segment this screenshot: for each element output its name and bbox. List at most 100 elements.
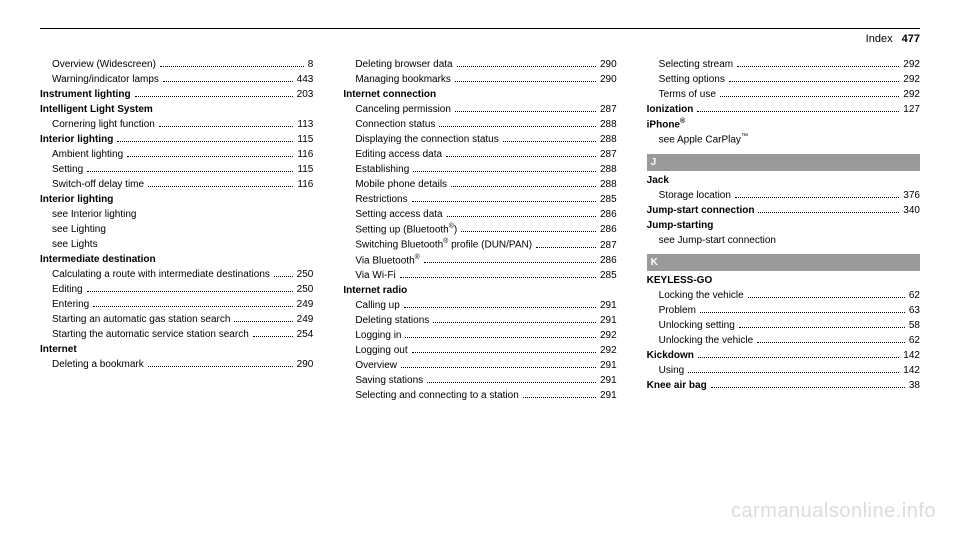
leader-dots xyxy=(739,327,905,328)
leader-dots xyxy=(446,156,596,157)
index-entry-sub: Deleting stations291 xyxy=(343,313,616,328)
index-entry-page: 127 xyxy=(903,102,920,117)
leader-dots xyxy=(697,111,899,112)
index-entry-page: 287 xyxy=(600,147,617,162)
index-entry-page: 285 xyxy=(600,192,617,207)
index-entry-page: 249 xyxy=(297,312,314,327)
index-entry-label: Starting an automatic gas station search xyxy=(52,312,230,327)
index-entry-label: Saving stations xyxy=(355,373,423,388)
index-page: Index 477 Overview (Widescreen)8Warning/… xyxy=(0,0,960,533)
leader-dots xyxy=(93,306,292,307)
index-entry-sub: Selecting and connecting to a station 291 xyxy=(343,388,616,403)
index-entry-label: Switching Bluetooth® profile (DUN/PAN) xyxy=(355,237,532,252)
index-entry-sub: Setting access data286 xyxy=(343,207,616,222)
page-header: Index 477 xyxy=(40,28,920,57)
index-see-reference: see Interior lighting xyxy=(40,207,313,222)
index-entry-page: 290 xyxy=(600,57,617,72)
index-entry-label: Overview xyxy=(355,358,397,373)
index-entry-page: 290 xyxy=(600,72,617,87)
index-entry-label: Internet radio xyxy=(343,283,407,298)
watermark: carmanualsonline.info xyxy=(731,500,936,523)
index-entry-label: Deleting stations xyxy=(355,313,429,328)
index-entry-page: 250 xyxy=(297,267,314,282)
column-2: Deleting browser data290Managing bookmar… xyxy=(343,57,616,403)
index-entry-sub: Locking the vehicle62 xyxy=(647,288,920,303)
index-entry-sub: Cornering light function113 xyxy=(40,117,313,132)
leader-dots xyxy=(503,141,596,142)
index-entry-sub: Deleting browser data290 xyxy=(343,57,616,72)
index-see-reference: see Lights xyxy=(40,237,313,252)
index-entry-page: 292 xyxy=(600,328,617,343)
index-entry-sub: Using142 xyxy=(647,363,920,378)
index-entry-page: 62 xyxy=(909,333,920,348)
index-entry-label: Overview (Widescreen) xyxy=(52,57,156,72)
index-entry-page: 291 xyxy=(600,373,617,388)
index-entry-label: Setting access data xyxy=(355,207,442,222)
index-entry-page: 287 xyxy=(600,238,617,253)
index-entry-label: Setting options xyxy=(659,72,725,87)
index-entry-page: 292 xyxy=(903,72,920,87)
index-entry-sub: Saving stations 291 xyxy=(343,373,616,388)
index-entry-page: 115 xyxy=(297,132,313,147)
leader-dots xyxy=(87,171,293,172)
index-entry-label: Entering xyxy=(52,297,89,312)
leader-dots xyxy=(451,186,596,187)
index-entry-label: Calling up xyxy=(355,298,399,313)
index-entry-heading: Jump-starting xyxy=(647,218,920,233)
leader-dots xyxy=(253,336,293,337)
index-entry-label: Managing bookmarks xyxy=(355,72,451,87)
index-entry-sub: Calculating a route with intermediate de… xyxy=(40,267,313,282)
index-entry-label: Instrument lighting xyxy=(40,87,131,102)
index-entry-label: Canceling permission xyxy=(355,102,451,117)
leader-dots xyxy=(427,382,596,383)
index-entry-heading: Instrument lighting203 xyxy=(40,87,313,102)
index-entry-sub: Displaying the connection status288 xyxy=(343,132,616,147)
leader-dots xyxy=(720,96,899,97)
index-entry-label: Jump-start connection xyxy=(647,203,755,218)
index-entry-page: 62 xyxy=(909,288,920,303)
index-entry-label: Interior lighting xyxy=(40,192,113,207)
index-entry-heading: Intelligent Light System xyxy=(40,102,313,117)
index-entry-page: 288 xyxy=(600,117,617,132)
leader-dots xyxy=(159,126,294,127)
index-entry-page: 285 xyxy=(600,268,617,283)
index-entry-label: Via Wi-Fi xyxy=(355,268,395,283)
index-entry-label: Warning/indicator lamps xyxy=(52,72,159,87)
index-entry-sub: Starting the automatic service station s… xyxy=(40,327,313,342)
leader-dots xyxy=(433,322,596,323)
index-entry-label: Selecting and connecting to a station xyxy=(355,388,518,403)
index-entry-sub: Ambient lighting116 xyxy=(40,147,313,162)
index-entry-page: 292 xyxy=(903,57,920,72)
index-entry-sub: Setting up (Bluetooth®)286 xyxy=(343,222,616,237)
index-entry-label: KEYLESS-GO xyxy=(647,273,713,288)
index-entry-label: Internet xyxy=(40,342,77,357)
leader-dots xyxy=(455,111,596,112)
index-entry-label: Establishing xyxy=(355,162,409,177)
index-entry-page: 142 xyxy=(903,363,920,378)
index-entry-label: Logging out xyxy=(355,343,407,358)
index-entry-sub: Deleting a bookmark290 xyxy=(40,357,313,372)
index-entry-label: Jack xyxy=(647,173,669,188)
index-entry-heading: Knee air bag38 xyxy=(647,378,920,393)
index-entry-heading: KEYLESS-GO xyxy=(647,273,920,288)
leader-dots xyxy=(757,342,905,343)
index-entry-label: Kickdown xyxy=(647,348,694,363)
index-entry-label: Storage location xyxy=(659,188,731,203)
index-entry-heading: Internet connection xyxy=(343,87,616,102)
leader-dots xyxy=(698,357,899,358)
index-entry-sub: Unlocking setting58 xyxy=(647,318,920,333)
index-entry-label: Terms of use xyxy=(659,87,716,102)
index-entry-page: 291 xyxy=(600,388,617,403)
index-entry-label: Switch-off delay time xyxy=(52,177,144,192)
index-entry-label: Unlocking the vehicle xyxy=(659,333,754,348)
index-entry-label: Restrictions xyxy=(355,192,407,207)
index-entry-label: Connection status xyxy=(355,117,435,132)
leader-dots xyxy=(148,186,293,187)
index-entry-label: Displaying the connection status xyxy=(355,132,498,147)
index-entry-sub: Connection status 288 xyxy=(343,117,616,132)
index-entry-page: 116 xyxy=(297,177,313,192)
index-entry-page: 58 xyxy=(909,318,920,333)
index-entry-label: Setting xyxy=(52,162,83,177)
index-entry-page: 249 xyxy=(297,297,314,312)
index-entry-label: Ionization xyxy=(647,102,694,117)
